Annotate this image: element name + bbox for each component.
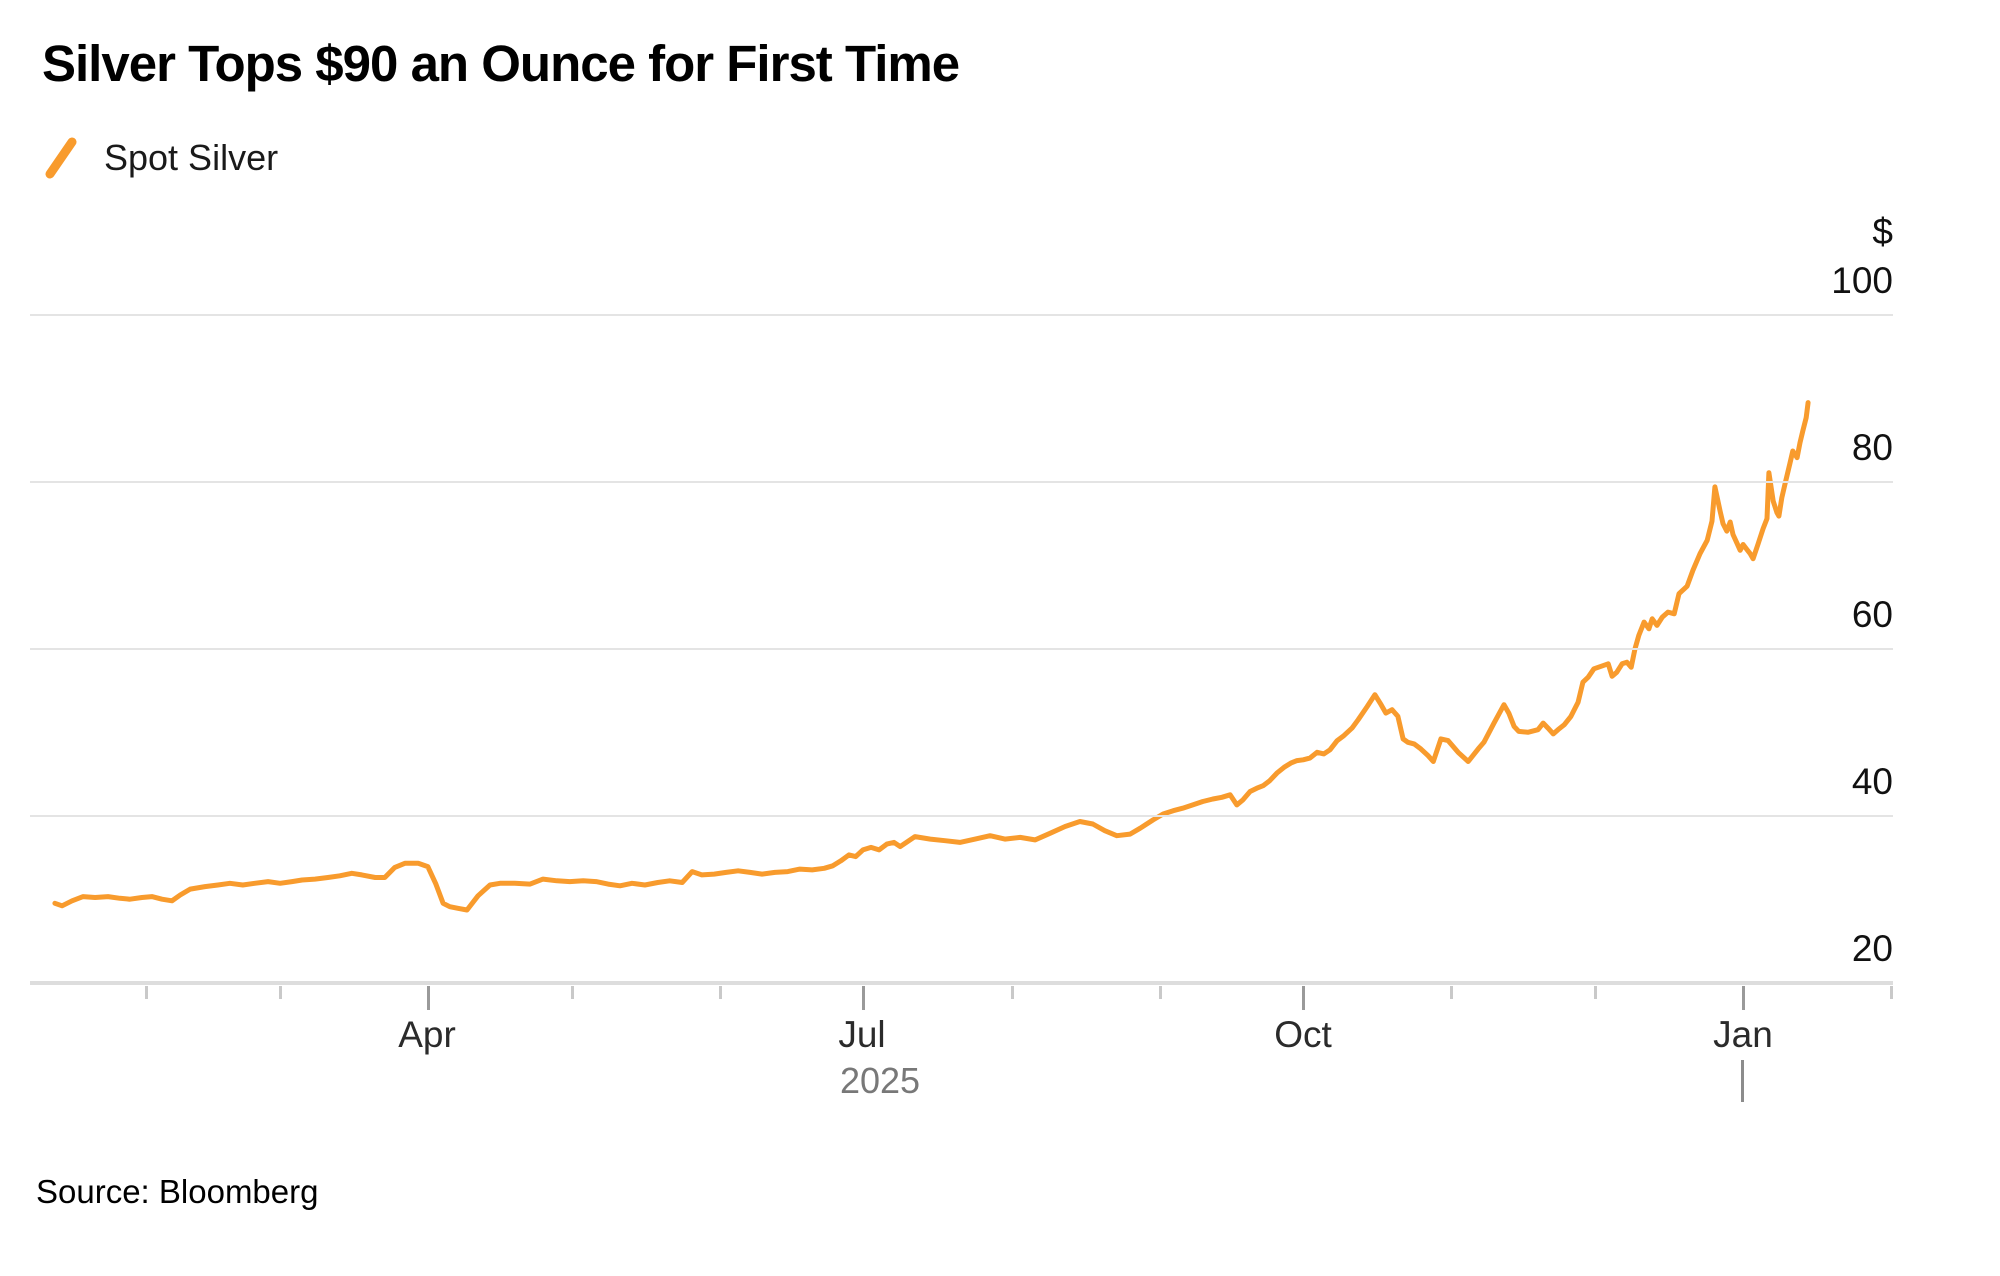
month-tick-nov xyxy=(1450,986,1453,999)
month-tick-jul xyxy=(862,986,865,1010)
legend: Spot Silver xyxy=(44,134,278,182)
legend-series-label: Spot Silver xyxy=(104,137,279,178)
month-tick-mar xyxy=(279,986,282,999)
price-line xyxy=(52,400,1811,913)
month-tick-may xyxy=(571,986,574,999)
gridline-40 xyxy=(30,815,1893,817)
x-axis-label-jul: Jul xyxy=(838,1014,886,1055)
gridline-60 xyxy=(30,648,1893,650)
chart-title: Silver Tops $90 an Ounce for First Time xyxy=(42,35,960,92)
source-attribution: Source: Bloomberg xyxy=(36,1173,319,1210)
y-axis-unit-label: $ xyxy=(1872,211,1893,252)
month-tick-apr xyxy=(427,986,430,1010)
y-axis-label-60: 60 xyxy=(1851,594,1893,635)
y-axis-label-80: 80 xyxy=(1851,427,1893,468)
gridline-80 xyxy=(30,481,1893,483)
gridline-100 xyxy=(30,314,1893,316)
x-axis-label-oct: Oct xyxy=(1274,1014,1332,1055)
month-tick-jan xyxy=(1742,986,1745,1010)
legend-line-icon xyxy=(45,137,77,179)
month-tick-jun xyxy=(719,986,722,999)
x-axis-year-label: 2025 xyxy=(839,1060,921,1101)
month-tick-sep xyxy=(1159,986,1162,999)
month-tick-oct xyxy=(1302,986,1305,1010)
y-axis-label-100: 100 xyxy=(1831,260,1893,301)
month-tick-feb xyxy=(1890,986,1893,999)
y-axis-label-40: 40 xyxy=(1851,761,1893,802)
year-divider-tick xyxy=(1741,1060,1744,1102)
x-axis-label-apr: Apr xyxy=(398,1014,456,1055)
x-axis-label-jan: Jan xyxy=(1713,1014,1773,1055)
x-axis-line xyxy=(30,981,1893,985)
month-tick-dec xyxy=(1594,986,1597,999)
month-tick-aug xyxy=(1011,986,1014,999)
month-tick-feb xyxy=(145,986,148,999)
y-axis-label-20: 20 xyxy=(1851,928,1893,969)
